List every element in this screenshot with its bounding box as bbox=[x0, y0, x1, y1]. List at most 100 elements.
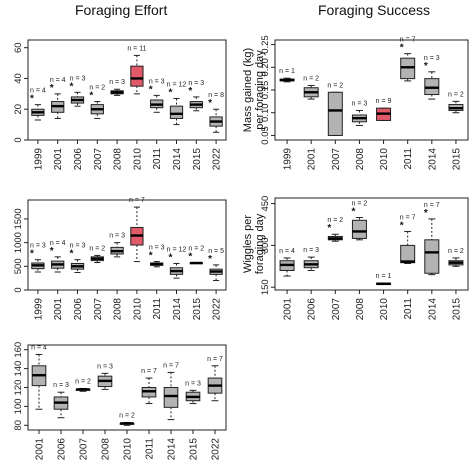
x-tick-label: 1999 bbox=[283, 148, 294, 171]
y-tick-label: 150 bbox=[260, 279, 271, 295]
x-tick-label: 2001 bbox=[35, 438, 46, 461]
sample-size-label: n = 3 bbox=[70, 75, 86, 82]
significance-star: * bbox=[169, 252, 173, 263]
sample-size-label: n = 7 bbox=[129, 197, 145, 204]
x-tick-label: 2022 bbox=[212, 298, 223, 321]
x-tick-label: 2011 bbox=[403, 148, 414, 170]
box-iqr bbox=[400, 244, 416, 264]
box-iqr bbox=[169, 105, 184, 119]
y-tick-label: 0.20 bbox=[260, 58, 271, 77]
sample-size-label: n = 2 bbox=[119, 412, 135, 419]
sample-size-label: n = 2 bbox=[448, 248, 464, 255]
sample-size-label: n = 7 bbox=[207, 356, 223, 363]
y-tick-label: 450 bbox=[260, 196, 271, 212]
box-iqr bbox=[327, 91, 343, 136]
x-tick-label: 2015 bbox=[192, 298, 203, 321]
chart-panel-effort-3: 80 100 120 140 160 2001 2006 2007 2008 2010 2011 20… bbox=[13, 342, 227, 461]
x-tick-label: 2011 bbox=[403, 298, 414, 320]
y-axis-title: per foraging day bbox=[254, 50, 266, 130]
y-tick-label: 20 bbox=[13, 104, 24, 115]
x-tick-label: 2014 bbox=[172, 148, 183, 171]
y-tick-label: 1500 bbox=[13, 208, 24, 229]
sample-size-label: n = 3 bbox=[352, 100, 368, 107]
sample-size-label: n = 7 bbox=[141, 368, 157, 375]
x-tick-label: 2007 bbox=[93, 298, 104, 321]
y-tick-label: 0.15 bbox=[260, 81, 271, 100]
significance-star: * bbox=[188, 252, 192, 263]
sample-size-label: n = 2 bbox=[75, 378, 91, 385]
x-tick-label: 2015 bbox=[189, 438, 200, 461]
sample-size-label: n = 4 bbox=[50, 77, 66, 84]
column-title-foraging-effort: Foraging Effort bbox=[75, 2, 168, 18]
sample-size-label: n = 8 bbox=[208, 92, 224, 99]
sample-size-label: n = 3 bbox=[30, 243, 46, 250]
x-tick-label: 2006 bbox=[307, 298, 318, 321]
sample-size-label: n = 7 bbox=[424, 202, 440, 209]
x-tick-label: 1999 bbox=[33, 148, 44, 171]
significance-star: * bbox=[149, 251, 153, 262]
box-iqr bbox=[163, 387, 179, 408]
x-tick-label: 2015 bbox=[451, 148, 462, 171]
significance-star: * bbox=[327, 223, 331, 234]
significance-star: * bbox=[30, 94, 34, 105]
x-tick-label: 2010 bbox=[123, 438, 134, 461]
y-axis-title: Mass gained (kg) bbox=[242, 48, 254, 132]
sample-size-label: n = 3 bbox=[53, 382, 69, 389]
y-tick-label: 0.25 bbox=[260, 35, 271, 54]
y-axis-title: foraging day bbox=[254, 213, 266, 274]
box-iqr bbox=[424, 239, 440, 274]
sample-size-label: n = 1 bbox=[279, 68, 295, 75]
y-tick-label: 0.10 bbox=[260, 103, 271, 122]
sample-size-label: n = 3 bbox=[149, 245, 165, 252]
x-tick-label: 2014 bbox=[172, 298, 183, 321]
plot-frame bbox=[274, 197, 469, 291]
sample-size-label: n = 7 bbox=[400, 37, 416, 44]
y-tick-label: 500 bbox=[13, 258, 24, 274]
x-tick-label: 2010 bbox=[379, 298, 390, 321]
column-title-foraging-success: Foraging Success bbox=[318, 2, 431, 18]
sample-size-label: n = 11 bbox=[127, 45, 146, 52]
sample-size-label: n = 3 bbox=[149, 78, 165, 85]
sample-size-label: n = 3 bbox=[424, 55, 440, 62]
sample-size-label: n = 1 bbox=[376, 273, 392, 280]
x-tick-label: 2015 bbox=[451, 298, 462, 321]
x-tick-label: 2014 bbox=[167, 438, 178, 461]
y-tick-label: 0 bbox=[13, 287, 24, 292]
chart-panel-effort-1: 0 20 40 60 1999 2001 2006 2007 2008 2010 2011 2014 2… bbox=[13, 39, 227, 171]
x-tick-label: 2008 bbox=[101, 438, 112, 461]
significance-star: * bbox=[70, 249, 74, 260]
y-axis-title: Wiggles per bbox=[242, 215, 254, 273]
x-tick-label: 2007 bbox=[79, 438, 90, 461]
x-tick-label: 2015 bbox=[192, 148, 203, 171]
x-tick-label: 2022 bbox=[212, 148, 223, 171]
sample-size-label: n = 2 bbox=[188, 246, 204, 253]
sample-size-label: n = 4 bbox=[50, 240, 66, 247]
sample-size-label: n = 12 bbox=[167, 246, 187, 253]
sample-size-label: n = 2 bbox=[327, 82, 343, 89]
x-tick-label: 2008 bbox=[355, 298, 366, 321]
significance-star: * bbox=[149, 84, 153, 95]
significance-star: * bbox=[400, 220, 404, 231]
x-tick-label: 2001 bbox=[53, 148, 64, 171]
sample-size-label: n = 3 bbox=[70, 243, 86, 250]
y-tick-label: 60 bbox=[13, 42, 24, 53]
y-tick-label: 1000 bbox=[13, 232, 24, 253]
y-tick-label: 120 bbox=[13, 380, 24, 396]
sample-size-label: n = 4 bbox=[30, 88, 46, 95]
x-tick-label: 2001 bbox=[283, 298, 294, 321]
x-tick-label: 2008 bbox=[355, 148, 366, 171]
significance-star: * bbox=[208, 254, 212, 265]
y-tick-label: 300 bbox=[260, 237, 271, 253]
x-tick-label: 2007 bbox=[331, 148, 342, 171]
y-tick-label: 140 bbox=[13, 361, 24, 377]
box-iqr bbox=[351, 219, 367, 239]
x-tick-label: 2006 bbox=[73, 148, 84, 171]
x-tick-label: 2022 bbox=[211, 438, 222, 461]
significance-star: * bbox=[400, 43, 404, 54]
plot-frame bbox=[27, 199, 227, 291]
x-tick-label: 2008 bbox=[113, 148, 124, 171]
x-tick-label: 2006 bbox=[73, 298, 84, 321]
y-tick-label: 80 bbox=[13, 420, 24, 431]
y-tick-label: 0 bbox=[13, 137, 24, 142]
significance-star: * bbox=[30, 249, 34, 260]
